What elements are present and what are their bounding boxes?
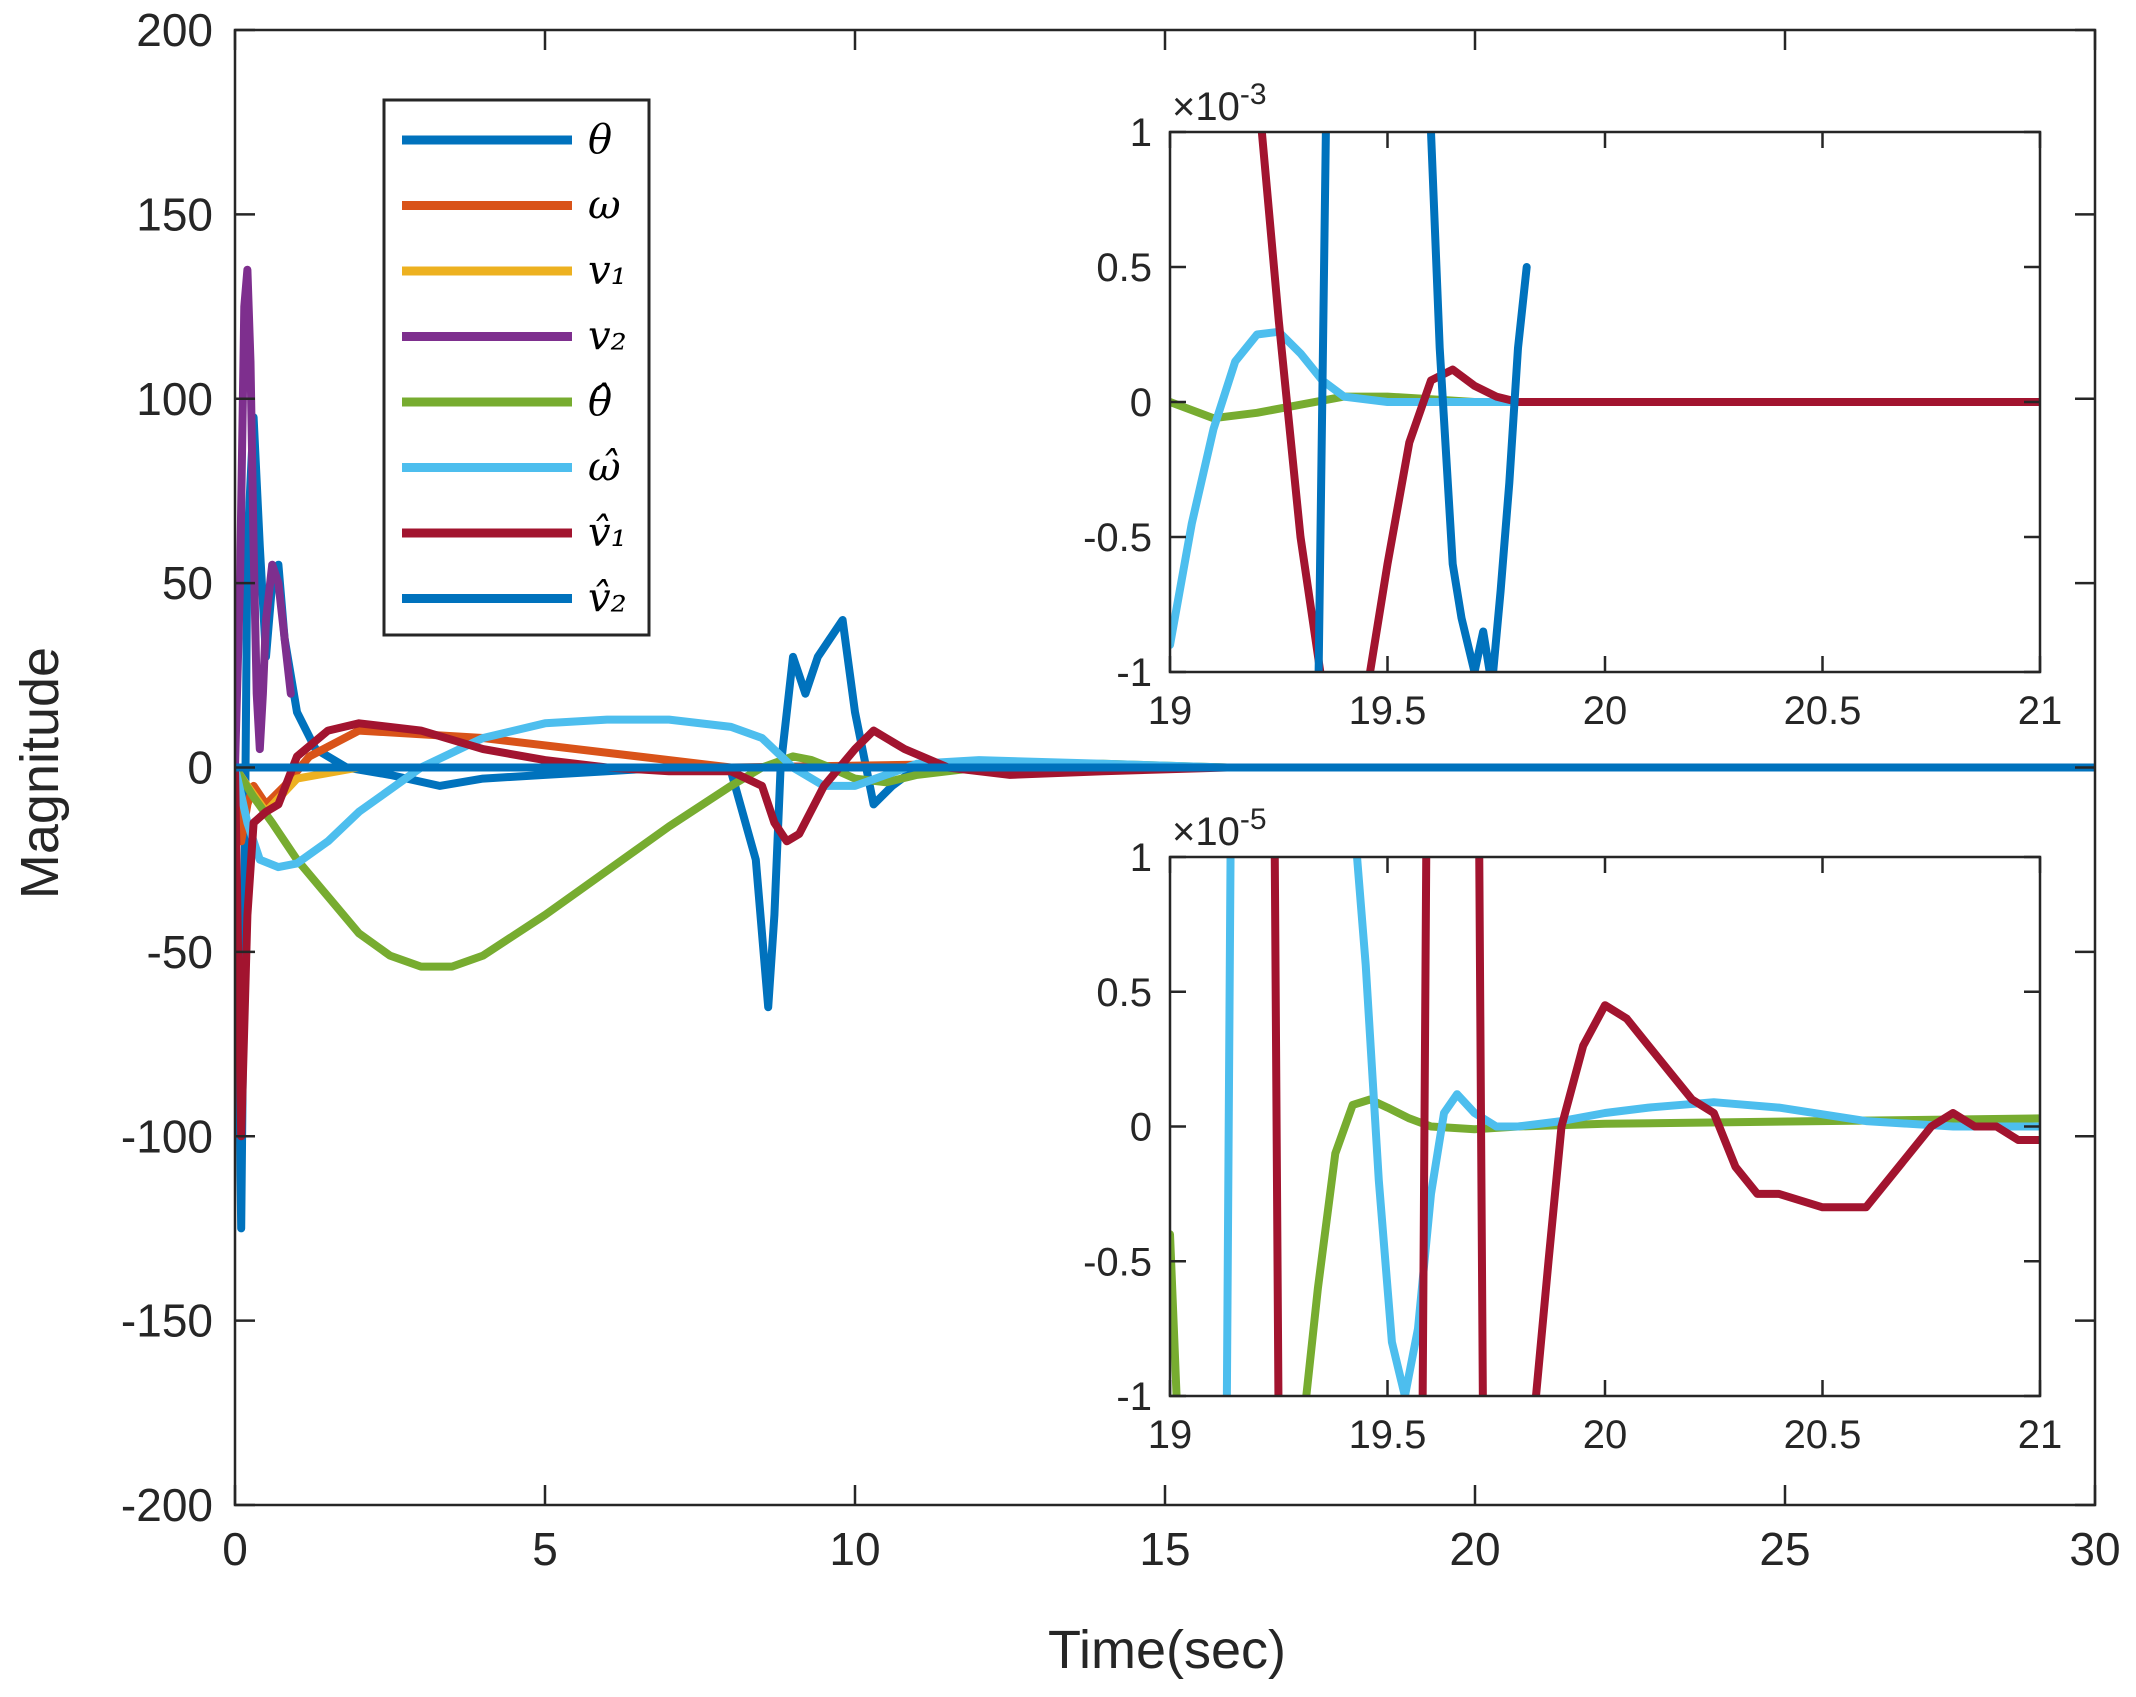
main-x-tick-label: 5 bbox=[532, 1523, 558, 1575]
main-y-tick-label: 50 bbox=[162, 557, 213, 609]
inset-bottom-y-tick-label: -1 bbox=[1116, 1375, 1152, 1419]
inset-top-y-tick-label: -0.5 bbox=[1083, 516, 1152, 560]
inset-top: 19 19.5 20 20.5 21-1-0.500.51×10-3 bbox=[1083, 78, 2062, 733]
inset-top-y-tick-label: 0 bbox=[1130, 381, 1152, 425]
main-y-tick-label: -200 bbox=[121, 1479, 213, 1531]
main-y-tick-label: 100 bbox=[136, 373, 213, 425]
inset-bottom-x-tick-label: 20.5 bbox=[1784, 1413, 1862, 1457]
legend-label-v1: v₁ bbox=[588, 248, 627, 294]
legend-label-theta: θ bbox=[588, 117, 612, 163]
inset-top-y-tick-label: 0.5 bbox=[1096, 246, 1152, 290]
inset-bottom-series-v1_hat bbox=[1270, 857, 2040, 1396]
main-x-tick-label: 20 bbox=[1449, 1523, 1500, 1575]
main-y-tick-label: -100 bbox=[121, 1110, 213, 1162]
legend-label-v2_hat: v̂₂ bbox=[588, 576, 627, 622]
inset-bottom-y-tick-label: 1 bbox=[1130, 836, 1152, 880]
inset-top-x-tick-label: 20 bbox=[1583, 689, 1628, 733]
inset-bottom-x-tick-label: 20 bbox=[1583, 1413, 1628, 1457]
main-x-tick-label: 10 bbox=[829, 1523, 880, 1575]
main-y-tick-label: -50 bbox=[147, 926, 213, 978]
inset-top-y-tick-label: 1 bbox=[1130, 111, 1152, 155]
inset-bottom: 19 19.5 20 20.5 21 -1 -0.5 0 0.5 1 ×10-5 bbox=[1083, 803, 2062, 1457]
inset-top-x-tick-label: 19.5 bbox=[1349, 689, 1427, 733]
main-x-tick-label: 15 bbox=[1139, 1523, 1190, 1575]
inset-bottom-y-tick-label: 0.5 bbox=[1096, 971, 1152, 1015]
main-x-tick-label: 0 bbox=[222, 1523, 248, 1575]
x-axis-label: Time(sec) bbox=[1048, 1620, 1286, 1680]
main-y-tick-label: 150 bbox=[136, 188, 213, 240]
inset-bottom-x-tick-label: 19 bbox=[1148, 1413, 1193, 1457]
inset-bottom-y-tick-label: 0 bbox=[1130, 1106, 1152, 1150]
main-x-tick-label: 30 bbox=[2069, 1523, 2120, 1575]
inset-top-x-tick-label: 20.5 bbox=[1784, 689, 1862, 733]
inset-bottom-series-omega_hat bbox=[1222, 857, 2040, 1396]
main-x-tick-label: 25 bbox=[1759, 1523, 1810, 1575]
inset-bottom-y-tick-label: -0.5 bbox=[1083, 1240, 1152, 1284]
legend-label-v2: v₂ bbox=[588, 314, 627, 360]
inset-top-x-tick-label: 19 bbox=[1148, 689, 1193, 733]
legend-label-theta_hat: θ̂ bbox=[588, 379, 612, 425]
main-y-tick-label: 200 bbox=[136, 4, 213, 56]
legend-label-omega: ω bbox=[588, 183, 621, 229]
y-axis-label: Magnitude bbox=[10, 647, 70, 899]
legend-box bbox=[382, 98, 651, 637]
main-series-omega_hat bbox=[235, 715, 2095, 872]
main-series-v2 bbox=[235, 265, 295, 772]
inset-top-series-omega_hat bbox=[1170, 327, 2040, 649]
legend: θω v₁ v₂ θ̂ ω̂ v̂₁ v̂₂ bbox=[382, 98, 651, 637]
main-y-tick-label: 0 bbox=[187, 742, 213, 794]
inset-top-y-tick-label: -1 bbox=[1116, 651, 1152, 695]
main-y-tick-label: -150 bbox=[121, 1295, 213, 1347]
legend-label-v1_hat: v̂₁ bbox=[588, 510, 627, 556]
inset-top-series-v2_hat bbox=[1314, 132, 1531, 672]
inset-top-x-tick-label: 21 bbox=[2018, 689, 2063, 733]
legend-label-omega_hat: ω̂ bbox=[588, 445, 621, 491]
inset-bottom-x-tick-label: 21 bbox=[2018, 1413, 2063, 1457]
inset-bottom-multiplier: ×10-5 bbox=[1172, 803, 1267, 854]
inset-bottom-x-tick-label: 19.5 bbox=[1349, 1413, 1427, 1457]
